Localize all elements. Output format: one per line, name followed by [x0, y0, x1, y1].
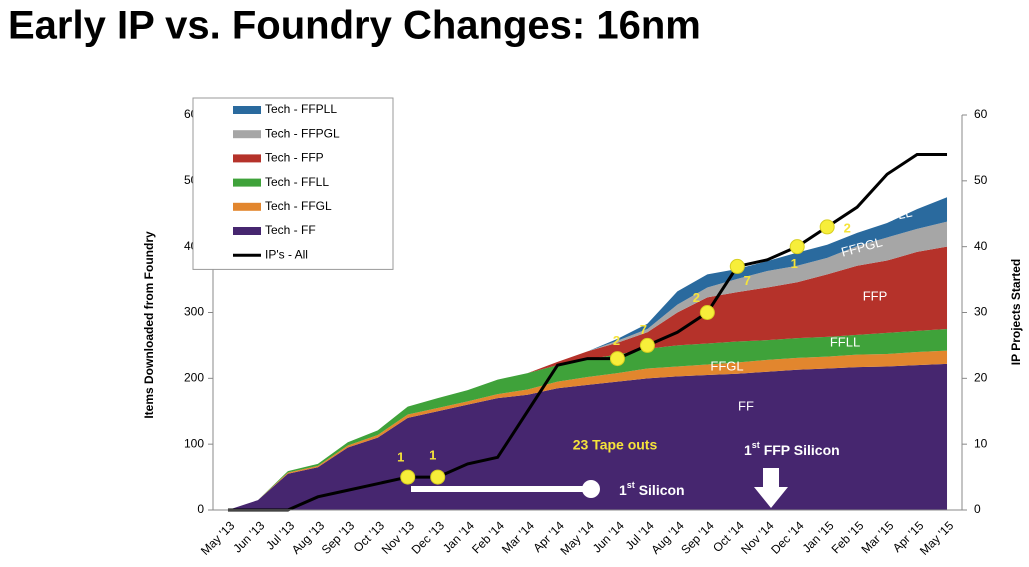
first-silicon-note: 1st Silicon [619, 480, 685, 497]
legend-swatch [233, 106, 261, 114]
y2-tick-label: 30 [974, 305, 988, 319]
ffp-silicon-note: 1st FFP Silicon [744, 440, 840, 457]
ffp-arrow [754, 468, 788, 508]
x-tick-label: Dec '13 [409, 518, 448, 557]
milestone-label: 1 [397, 450, 404, 465]
legend-label: Tech - FFPGL [265, 126, 340, 140]
y2-axis-title: IP Projects Started [1009, 259, 1023, 366]
area [227, 221, 948, 510]
chart-title: Early IP vs. Foundry Changes: 16nm [8, 4, 701, 48]
note-part: FFP Silicon [760, 442, 840, 458]
area [227, 246, 948, 510]
x-tick-label: Mar '14 [499, 518, 537, 556]
milestone-label: 7 [640, 322, 647, 337]
y-tick-label: 100 [184, 436, 204, 450]
milestone-dot [729, 258, 745, 274]
y-axis-title: Items Downloaded from Foundry [142, 231, 156, 419]
area-label: FFGL [710, 358, 743, 373]
note-part: st [752, 440, 760, 450]
milestone-label: 2 [693, 290, 700, 305]
y2-tick-label: 20 [974, 371, 988, 385]
area-label: FFLL [830, 334, 860, 349]
y2-tick-label: 0 [974, 502, 981, 516]
milestone-dot [819, 219, 835, 235]
area [227, 328, 948, 510]
y-tick-label: 300 [184, 305, 204, 319]
x-tick-label: May '15 [917, 518, 957, 558]
x-tick-label: Sep '14 [678, 518, 717, 557]
milestone-label: 1 [791, 256, 798, 271]
milestone-label: 2 [844, 220, 851, 235]
legend-label: IP's - All [265, 247, 308, 261]
area [227, 350, 948, 510]
x-tick-label: Sep '13 [319, 518, 358, 557]
note-part: 1 [744, 442, 752, 458]
milestone-label: 7 [744, 273, 751, 288]
legend-label: Tech - FFGL [265, 199, 332, 213]
note-part: Silicon [635, 482, 685, 498]
legend-swatch [233, 202, 261, 211]
milestone-dot [609, 351, 625, 367]
silicon-bar-end [582, 480, 600, 498]
x-tick-label: Jun '13 [230, 518, 267, 555]
milestone-label: 2 [613, 333, 620, 348]
note-part: st [627, 480, 635, 490]
legend-swatch [233, 178, 261, 187]
area-label: FF [738, 398, 754, 413]
y2-tick-label: 50 [974, 173, 988, 187]
milestone-dot [639, 337, 655, 353]
legend-label: Tech - FF [265, 223, 316, 237]
legend-label: Tech - FFPLL [265, 102, 337, 116]
milestone-dot [789, 239, 805, 255]
milestone-label: 1 [429, 448, 436, 463]
x-tick-label: Dec '14 [768, 518, 807, 557]
y-tick-label: 200 [184, 371, 204, 385]
area-label: FFP [863, 288, 888, 303]
tape-outs-note: 23 Tape outs [573, 437, 658, 453]
x-tick-label: Feb '14 [469, 518, 507, 556]
milestone-dot [699, 305, 715, 320]
note-part: 1 [619, 482, 627, 498]
x-tick-label: Feb '15 [829, 518, 867, 556]
legend-swatch [233, 227, 261, 235]
y-tick-label: 0 [197, 502, 204, 516]
x-tick-label: Jun '14 [590, 518, 627, 555]
milestone-dot [430, 469, 446, 485]
x-tick-label: Mar '15 [859, 518, 897, 556]
legend-label: Tech - FFP [265, 151, 324, 165]
legend-swatch [233, 154, 261, 163]
legend: Tech - FFPLL Tech - FFPGL Tech - FFP Tech -… [192, 97, 394, 270]
y2-tick-label: 40 [974, 239, 988, 253]
legend-swatch [233, 130, 261, 139]
legend-label: Tech - FFLL [265, 175, 329, 189]
x-tick-label: May '13 [198, 518, 238, 558]
x-tick-label: May '14 [558, 518, 598, 558]
legend-box [192, 97, 394, 270]
y2-tick-label: 60 [974, 107, 988, 121]
y2-tick-label: 10 [974, 436, 988, 450]
milestone-dot [400, 469, 416, 485]
area [227, 197, 948, 510]
